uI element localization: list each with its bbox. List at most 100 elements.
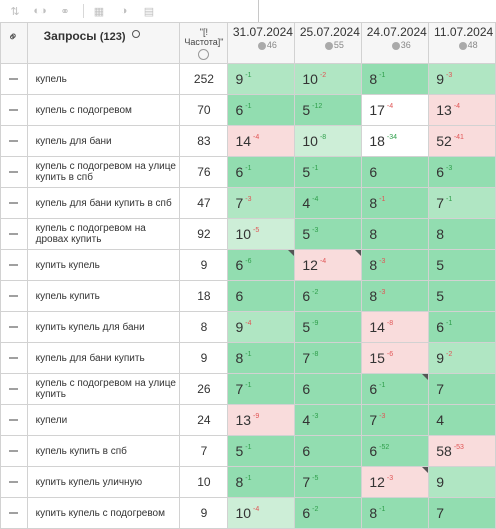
position-cell[interactable]: 5 -3 <box>294 218 363 250</box>
position-cell[interactable]: 7 -3 <box>227 187 296 219</box>
drag-handle-cell[interactable] <box>0 63 28 95</box>
drag-handle-icon[interactable] <box>9 418 19 421</box>
drag-handle-cell[interactable] <box>0 466 28 498</box>
table-row[interactable]: купель для бани купить в спб 47 7 -3 4 -4 8 -1 7… <box>0 187 496 219</box>
position-cell[interactable]: 6 <box>361 156 430 188</box>
position-cell[interactable]: 8 <box>361 218 430 250</box>
query-text[interactable]: купель для бани <box>26 125 181 157</box>
position-cell[interactable]: 10 -5 <box>227 218 296 250</box>
date-header-1[interactable]: 25.07.2024 55 <box>294 22 363 64</box>
position-cell[interactable]: 7 -5 <box>294 466 363 498</box>
position-cell[interactable]: 7 -3 <box>361 404 430 436</box>
queries-header[interactable]: Запросы (123) <box>26 22 181 64</box>
drag-handle-icon[interactable] <box>9 232 19 235</box>
query-text[interactable]: купели <box>26 404 181 436</box>
date-header-3[interactable]: 11.07.2024 48 <box>428 22 496 64</box>
table-row[interactable]: купели 24 13 -9 4 -3 7 -3 4 <box>0 404 496 436</box>
position-cell[interactable]: 4 -4 <box>294 187 363 219</box>
position-cell[interactable]: 6 -2 <box>294 497 363 529</box>
drag-handle-cell[interactable] <box>0 404 28 436</box>
drag-handle-icon[interactable] <box>9 511 19 514</box>
position-cell[interactable]: 13 -9 <box>227 404 296 436</box>
table-row[interactable]: купить купель для бани 8 9 -4 5 -9 14 -8 6 -1 <box>0 311 496 343</box>
query-text[interactable]: купель для бани купить <box>26 342 181 374</box>
drag-handle-icon[interactable] <box>9 170 19 173</box>
position-cell[interactable]: 6 <box>294 435 363 467</box>
query-text[interactable]: купель с подогревом на улице купить <box>26 373 181 405</box>
drag-handle-icon[interactable] <box>9 263 19 266</box>
query-text[interactable]: купель купить <box>26 280 181 312</box>
position-cell[interactable]: 6 -1 <box>227 94 296 126</box>
drag-handle-cell[interactable] <box>0 187 28 219</box>
query-text[interactable]: купить купель с подогревом <box>26 497 181 529</box>
position-cell[interactable]: 6 -3 <box>428 156 496 188</box>
position-cell[interactable]: 10 -8 <box>294 125 363 157</box>
drag-handle-cell[interactable] <box>0 218 28 250</box>
query-text[interactable]: купель с подогревом <box>26 94 181 126</box>
query-text[interactable]: купить купель <box>26 249 181 281</box>
position-cell[interactable]: 5 -1 <box>294 156 363 188</box>
position-cell[interactable]: 4 <box>428 404 496 436</box>
position-cell[interactable]: 58 -53 <box>428 435 496 467</box>
note-marker-icon[interactable] <box>355 250 361 256</box>
drag-handle-icon[interactable] <box>9 294 19 297</box>
drag-handle-icon[interactable] <box>9 480 19 483</box>
position-cell[interactable]: 12 -3 <box>361 466 430 498</box>
position-cell[interactable]: 17 -4 <box>361 94 430 126</box>
position-cell[interactable]: 7 -1 <box>428 187 496 219</box>
sort-icon[interactable]: ⇅ <box>10 5 20 18</box>
table-row[interactable]: купель с подогревом на дровах купить 92 10… <box>0 218 496 250</box>
calendar-icon[interactable]: ▦ <box>93 5 105 18</box>
query-text[interactable]: купить купель уличную <box>26 466 181 498</box>
drag-handle-cell[interactable] <box>0 280 28 312</box>
drag-handle-cell[interactable] <box>0 249 28 281</box>
position-cell[interactable]: 7 -8 <box>294 342 363 374</box>
drag-handle-icon[interactable] <box>9 356 19 359</box>
drag-handle-icon[interactable] <box>9 139 19 142</box>
table-row[interactable]: купить купель уличную 10 8 -1 7 -5 12 -3 9 <box>0 466 496 498</box>
note-marker-icon[interactable] <box>422 374 428 380</box>
position-cell[interactable]: 12 -4 <box>294 249 363 281</box>
position-cell[interactable]: 9 -3 <box>428 63 496 95</box>
table-row[interactable]: купель купить в спб 7 5 -1 6 6 -52 58 -53 <box>0 435 496 467</box>
date-header-2[interactable]: 24.07.2024 36 <box>361 22 430 64</box>
position-cell[interactable]: 6 -6 <box>227 249 296 281</box>
table-row[interactable]: купить купель 9 6 -6 12 -4 8 -3 5 <box>0 249 496 281</box>
table-row[interactable]: купель 252 9 -1 10 -2 8 -1 9 -3 <box>0 63 496 95</box>
position-cell[interactable]: 5 -9 <box>294 311 363 343</box>
drag-handle-cell[interactable] <box>0 435 28 467</box>
drag-handle-icon[interactable] <box>9 449 19 452</box>
position-cell[interactable]: 5 <box>428 249 496 281</box>
position-cell[interactable]: 14 -4 <box>227 125 296 157</box>
position-cell[interactable]: 8 -3 <box>361 280 430 312</box>
query-text[interactable]: купель купить в спб <box>26 435 181 467</box>
position-cell[interactable]: 10 -2 <box>294 63 363 95</box>
table-row[interactable]: купель для бани купить 9 8 -1 7 -8 15 -6 9 -2 <box>0 342 496 374</box>
position-cell[interactable]: 6 <box>294 373 363 405</box>
drag-handle-cell[interactable] <box>0 497 28 529</box>
drag-handle-cell[interactable] <box>0 311 28 343</box>
drag-handle-icon[interactable] <box>9 77 19 80</box>
date-header-0[interactable]: 31.07.2024 46 <box>227 22 296 64</box>
link-icon[interactable]: ⚭ <box>4 27 23 46</box>
contrast-icon[interactable]: ◑ <box>120 5 128 17</box>
position-cell[interactable]: 15 -6 <box>361 342 430 374</box>
export-icon[interactable]: ▤ <box>143 5 155 18</box>
position-cell[interactable]: 8 -1 <box>361 497 430 529</box>
position-cell[interactable]: 52 -41 <box>428 125 496 157</box>
position-cell[interactable]: 8 -3 <box>361 249 430 281</box>
position-cell[interactable]: 7 -1 <box>227 373 296 405</box>
position-cell[interactable]: 5 -12 <box>294 94 363 126</box>
table-row[interactable]: купель с подогревом 70 6 -1 5 -12 17 -4 13 -4 <box>0 94 496 126</box>
drag-handle-icon[interactable] <box>9 325 19 328</box>
search-icon[interactable] <box>131 30 140 38</box>
position-cell[interactable]: 6 -52 <box>361 435 430 467</box>
position-cell[interactable]: 9 <box>428 466 496 498</box>
table-row[interactable]: купель для бани 83 14 -4 10 -8 18 -34 52 -41 <box>0 125 496 157</box>
note-marker-icon[interactable] <box>422 467 428 473</box>
position-cell[interactable]: 5 <box>428 280 496 312</box>
drag-handle-cell[interactable] <box>0 94 28 126</box>
drag-handle-icon[interactable] <box>9 201 19 204</box>
position-cell[interactable]: 5 -1 <box>227 435 296 467</box>
position-cell[interactable]: 6 <box>227 280 296 312</box>
